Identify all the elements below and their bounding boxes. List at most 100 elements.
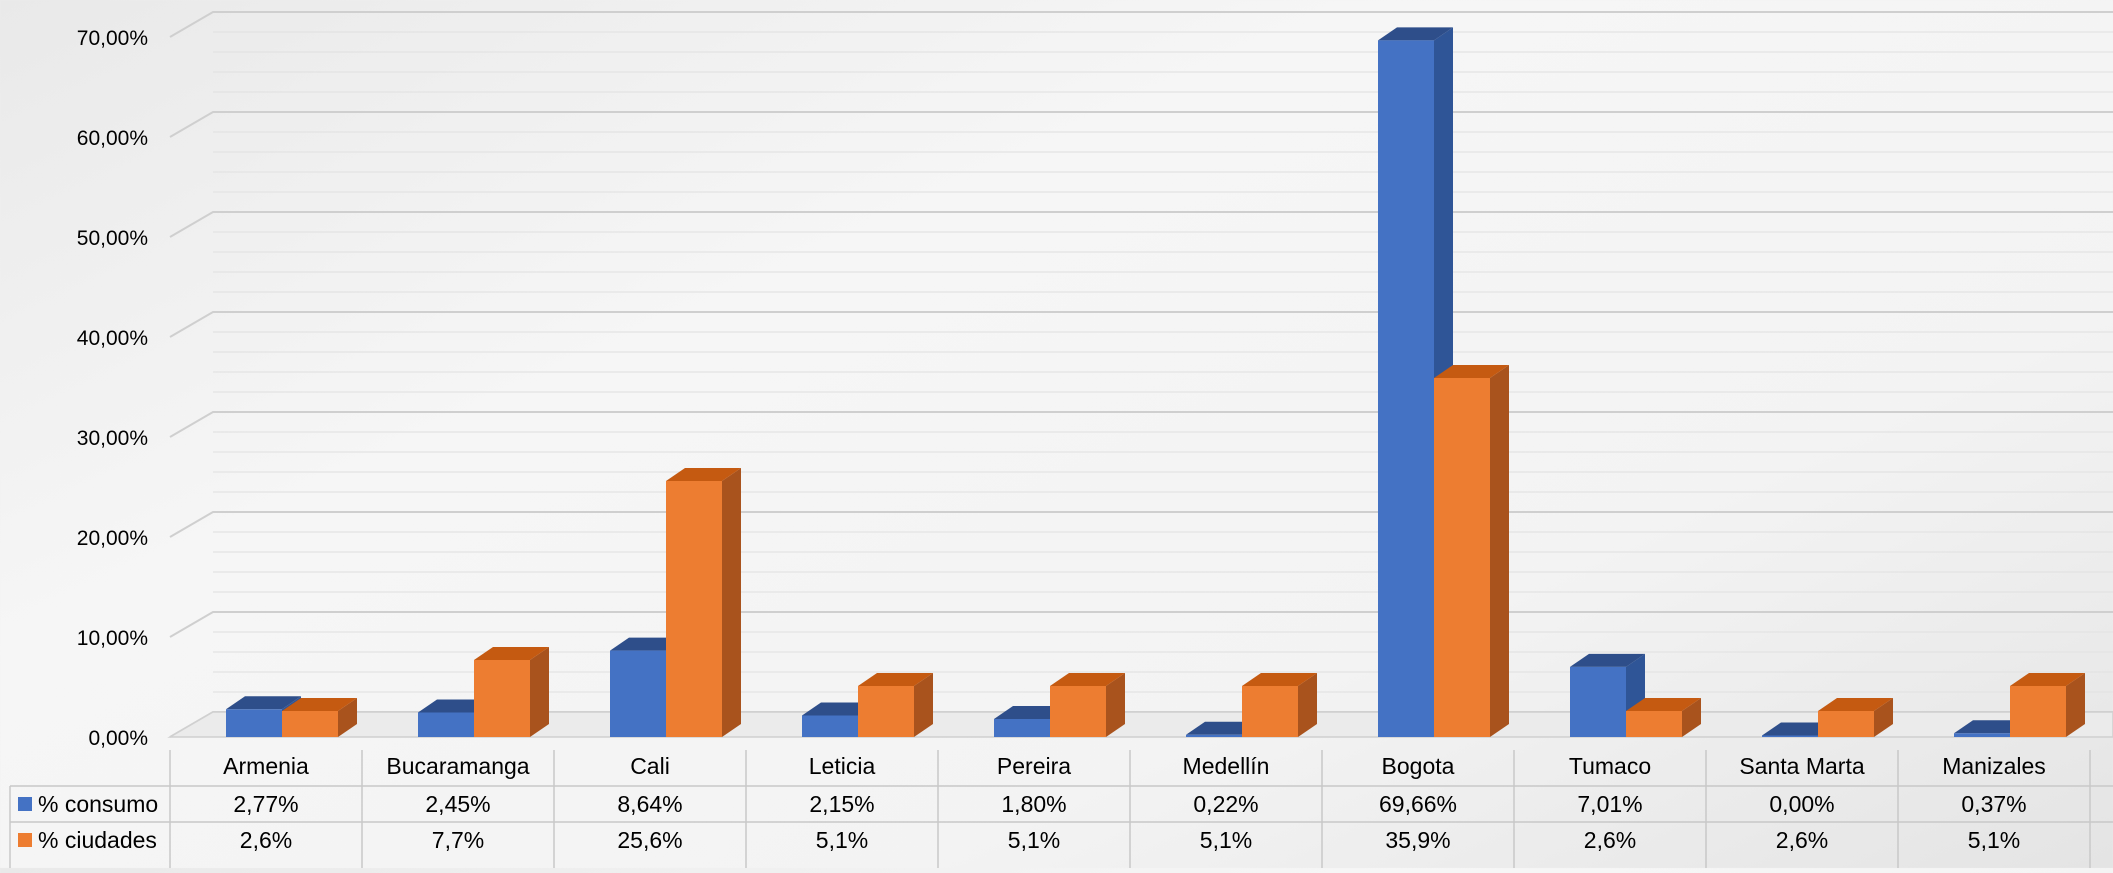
bar-top — [226, 696, 301, 710]
bar-ciudades-pereira — [1050, 673, 1125, 737]
bar-top — [1434, 365, 1509, 378]
gridlines — [169, 11, 2113, 738]
data-label: 2,15% — [809, 791, 874, 817]
category-label: Pereira — [997, 753, 1071, 779]
bar-ciudades-tumaco — [1626, 698, 1701, 737]
bar-side — [530, 647, 549, 737]
bar-front — [610, 650, 666, 737]
category-label: Santa Marta — [1739, 753, 1864, 779]
bar-ciudades-armenia — [282, 698, 357, 737]
y-axis-tick-labels: 0,00% 10,00% 20,00% 30,00% 40,00% 50,00% 60,00… — [77, 27, 148, 750]
bar-side — [1106, 673, 1125, 737]
major-gridline — [169, 11, 2113, 38]
bar-front — [226, 709, 282, 737]
data-label: 5,1% — [1008, 827, 1060, 853]
bar-front — [1242, 686, 1298, 737]
bar-front — [802, 715, 858, 737]
data-label: 2,6% — [240, 827, 292, 853]
data-label: 2,6% — [1776, 827, 1828, 853]
y-tick-label: 60,00% — [77, 127, 148, 150]
data-label: 7,7% — [432, 827, 484, 853]
bar-front — [994, 719, 1050, 737]
category-label: Bogota — [1382, 753, 1455, 779]
category-label: Tumaco — [1569, 753, 1651, 779]
bar-front — [282, 711, 338, 737]
bar-ciudades-bucaramanga — [474, 647, 549, 737]
bar-top — [2010, 673, 2085, 686]
data-label: 2,45% — [425, 791, 490, 817]
category-label: Manizales — [1942, 753, 2046, 779]
bar-ciudades-leticia — [858, 673, 933, 737]
bar-front — [2010, 686, 2066, 737]
bar-ciudades-manizales — [2010, 673, 2085, 737]
major-gridline — [169, 411, 2113, 438]
bar-ciudades-bogota — [1434, 365, 1509, 737]
category-label: Leticia — [809, 753, 876, 779]
data-label: 69,66% — [1379, 791, 1457, 817]
data-label: 25,6% — [617, 827, 682, 853]
legend-label: % ciudades — [38, 827, 157, 853]
bar-top — [1242, 673, 1317, 686]
major-gridline — [169, 111, 2113, 138]
y-tick-label: 40,00% — [77, 327, 148, 350]
major-gridline — [169, 211, 2113, 238]
bar-top — [1050, 673, 1125, 686]
bar-front — [474, 660, 530, 737]
bar-side — [1298, 673, 1317, 737]
bar-front — [1818, 711, 1874, 737]
bar-front — [666, 481, 722, 737]
data-label: 0,22% — [1193, 791, 1258, 817]
bar-side — [1490, 365, 1509, 737]
major-gridline — [169, 611, 2113, 638]
bar-front — [1378, 40, 1434, 737]
bar-front — [1762, 735, 1818, 737]
data-label: 5,1% — [816, 827, 868, 853]
data-label: 5,1% — [1968, 827, 2020, 853]
category-label: Bucaramanga — [386, 753, 529, 779]
category-label: Cali — [630, 753, 670, 779]
bar-top — [282, 698, 357, 711]
data-label: 0,37% — [1961, 791, 2026, 817]
data-table: Armenia Bucaramanga Cali Leticia Pereira Mede… — [9, 750, 2113, 868]
data-label: 35,9% — [1385, 827, 1450, 853]
y-tick-label: 50,00% — [77, 227, 148, 250]
bar-front — [1570, 666, 1626, 737]
bar-ciudades-medellin — [1242, 673, 1317, 737]
bar-top — [666, 468, 741, 481]
bar-top — [1570, 653, 1645, 667]
category-label: Medellín — [1183, 753, 1270, 779]
data-label: 2,6% — [1584, 827, 1636, 853]
bar-side — [2066, 673, 2085, 737]
bar-top — [1626, 698, 1701, 711]
data-label: 5,1% — [1200, 827, 1252, 853]
bars — [226, 27, 2085, 737]
bar-front — [1186, 734, 1242, 737]
y-tick-label: 10,00% — [77, 627, 148, 650]
bar-top — [1378, 27, 1453, 41]
bar-front — [1434, 378, 1490, 737]
legend-key — [18, 797, 32, 811]
bar-front — [1954, 733, 2010, 737]
bar-ciudades-cali — [666, 468, 741, 737]
bar-front — [418, 712, 474, 737]
y-tick-label: 30,00% — [77, 427, 148, 450]
bar-side — [914, 673, 933, 737]
data-label: 7,01% — [1577, 791, 1642, 817]
data-label: 0,00% — [1769, 791, 1834, 817]
major-gridline — [169, 511, 2113, 538]
bar-front — [1050, 686, 1106, 737]
bar-front — [1626, 711, 1682, 737]
y-tick-label: 0,00% — [88, 727, 148, 750]
bar-ciudades-santa-marta — [1818, 698, 1893, 737]
data-label: 2,77% — [233, 791, 298, 817]
bar-side — [722, 468, 741, 737]
data-label: 8,64% — [617, 791, 682, 817]
legend-key — [18, 833, 32, 847]
legend-label: % consumo — [38, 791, 158, 817]
bar-top — [474, 647, 549, 660]
bar-top — [1818, 698, 1893, 711]
bar-top — [858, 673, 933, 686]
y-tick-label: 70,00% — [77, 27, 148, 50]
